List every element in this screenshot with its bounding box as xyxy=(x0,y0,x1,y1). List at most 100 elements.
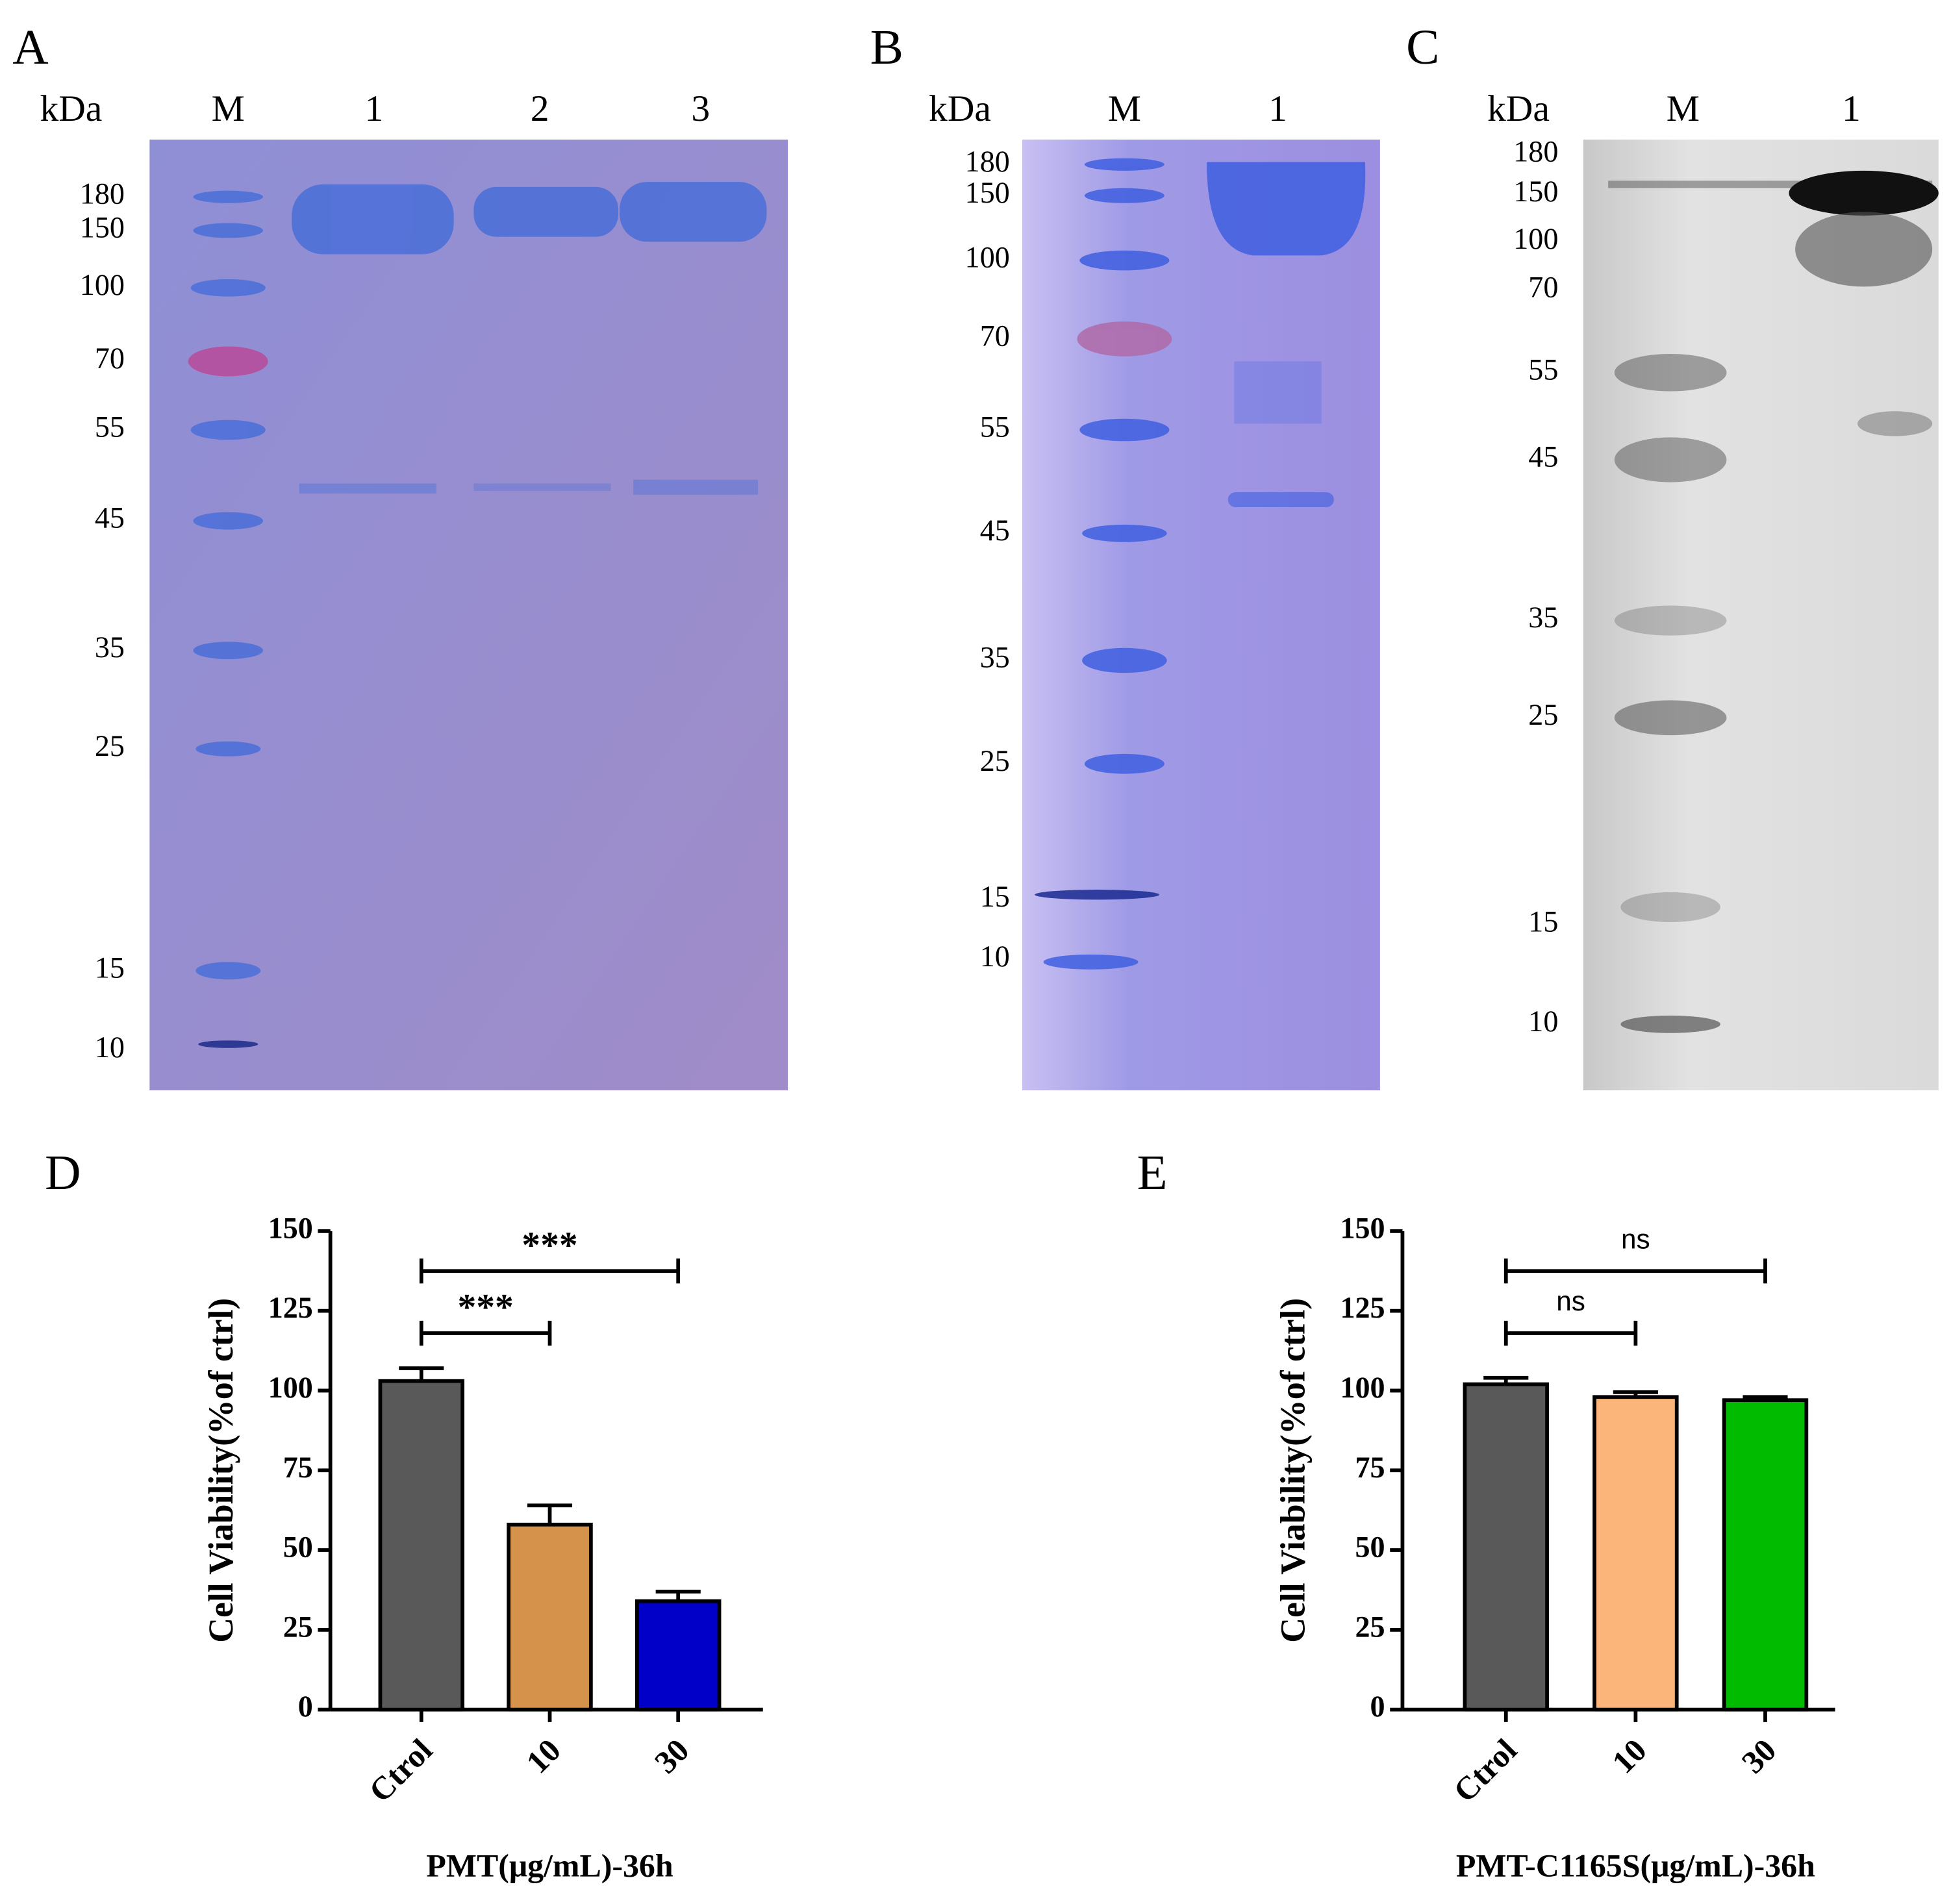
gel-a xyxy=(149,139,788,1090)
significance-label: *** xyxy=(457,1287,513,1328)
marker-label: 45 xyxy=(980,514,1010,547)
x-tick-label: Ctrol xyxy=(362,1732,440,1809)
significance-label: ns xyxy=(1556,1286,1585,1316)
y-tick-label: 125 xyxy=(1340,1291,1385,1324)
error-bar xyxy=(527,1503,573,1525)
bands-b xyxy=(1035,158,1366,970)
y-tick-label: 25 xyxy=(1355,1610,1385,1643)
marker-label: 45 xyxy=(95,501,125,534)
panel-letter: D xyxy=(45,1145,81,1200)
error-bar xyxy=(1613,1390,1658,1397)
lane-label: 1 xyxy=(1268,88,1287,129)
lane-label: M xyxy=(212,88,245,129)
gel-images xyxy=(149,139,1939,1090)
y-tick-label: 25 xyxy=(283,1610,313,1643)
marker-label: 150 xyxy=(1513,175,1558,208)
error-bar xyxy=(399,1366,444,1381)
bar xyxy=(507,1522,593,1712)
marker-label: 10 xyxy=(95,1031,125,1064)
gel-unit: kDa xyxy=(40,88,102,129)
marker-label: 100 xyxy=(965,241,1010,274)
y-tick-label: 0 xyxy=(298,1690,313,1723)
y-axis-label: Cell Viability(%of ctrl) xyxy=(1274,1298,1313,1643)
marker-label: 35 xyxy=(95,631,125,664)
gel-unit: kDa xyxy=(1487,88,1550,129)
bar xyxy=(1463,1382,1549,1712)
x-tick-label: 30 xyxy=(1735,1732,1783,1780)
lane-label: M xyxy=(1667,88,1700,129)
gel-c xyxy=(1583,139,1939,1090)
significance-bracket xyxy=(419,1320,552,1346)
bar xyxy=(1722,1398,1809,1712)
y-tick-label: 100 xyxy=(268,1371,313,1404)
bands-a xyxy=(188,182,767,1048)
panel-letters: A B C D E xyxy=(12,19,1439,1200)
marker-label: 150 xyxy=(80,211,125,244)
significance-label: ns xyxy=(1621,1223,1650,1254)
marker-label: 55 xyxy=(95,410,125,444)
error-bar xyxy=(655,1590,701,1601)
bar xyxy=(378,1379,465,1712)
marker-label: 35 xyxy=(1528,601,1558,634)
marker-label: 45 xyxy=(1528,440,1558,473)
marker-label: 100 xyxy=(1513,222,1558,255)
bands-c xyxy=(1608,170,1939,1033)
significance-bracket xyxy=(1504,1259,1767,1284)
x-axis-label: PMT-C1165S(μg/mL)-36h xyxy=(1456,1848,1815,1884)
marker-label: 10 xyxy=(980,940,1010,973)
marker-label: 35 xyxy=(980,641,1010,674)
marker-label: 70 xyxy=(980,319,1010,353)
panel-letter: E xyxy=(1137,1145,1168,1200)
marker-label: 180 xyxy=(1513,135,1558,168)
gel-unit: kDa xyxy=(929,88,991,129)
y-tick-label: 50 xyxy=(1355,1531,1385,1564)
marker-label: 70 xyxy=(95,342,125,375)
marker-label: 150 xyxy=(965,176,1010,209)
y-axis-label: Cell Viability(%of ctrl) xyxy=(201,1298,240,1643)
bar xyxy=(635,1599,722,1712)
marker-label: 15 xyxy=(1528,905,1558,938)
marker-label: 10 xyxy=(1528,1005,1558,1038)
lane-label: 3 xyxy=(691,88,710,129)
marker-label: 100 xyxy=(80,268,125,301)
error-bar xyxy=(1743,1395,1788,1401)
significance-bracket xyxy=(419,1259,681,1284)
lane-label: 2 xyxy=(531,88,549,129)
marker-label: 180 xyxy=(965,145,1010,178)
y-tick-label: 150 xyxy=(268,1211,313,1244)
marker-label: 180 xyxy=(80,177,125,210)
y-tick-label: 0 xyxy=(1370,1690,1385,1723)
significance-bracket xyxy=(1504,1320,1638,1346)
panel-letter: C xyxy=(1406,19,1439,75)
lane-label: M xyxy=(1108,88,1141,129)
panel-letter: B xyxy=(870,19,903,75)
lane-label: 1 xyxy=(1842,88,1861,129)
marker-label: 25 xyxy=(95,729,125,762)
marker-label: 55 xyxy=(980,410,1010,444)
bar xyxy=(1592,1395,1679,1712)
error-bar xyxy=(1483,1375,1529,1384)
marker-label: 15 xyxy=(980,880,1010,913)
y-tick-label: 125 xyxy=(268,1291,313,1324)
x-axis-label: PMT(μg/mL)-36h xyxy=(426,1848,673,1884)
marker-label: 15 xyxy=(95,951,125,984)
marker-label: 55 xyxy=(1528,353,1558,386)
y-tick-label: 100 xyxy=(1340,1371,1385,1404)
significance-label: *** xyxy=(522,1225,577,1266)
y-tick-label: 50 xyxy=(283,1531,313,1564)
x-tick-label: 10 xyxy=(1605,1732,1654,1780)
gel-b xyxy=(1022,139,1380,1090)
y-tick-label: 75 xyxy=(1355,1451,1385,1484)
lane-label: 1 xyxy=(364,88,383,129)
panel-letter: A xyxy=(12,19,48,75)
marker-label: 70 xyxy=(1528,271,1558,304)
x-tick-label: 30 xyxy=(648,1732,696,1780)
x-tick-label: Ctrol xyxy=(1447,1732,1524,1809)
y-tick-label: 150 xyxy=(1340,1211,1385,1244)
marker-label: 25 xyxy=(980,744,1010,777)
x-tick-label: 10 xyxy=(520,1732,568,1780)
y-tick-label: 75 xyxy=(283,1451,313,1484)
marker-label: 25 xyxy=(1528,698,1558,731)
